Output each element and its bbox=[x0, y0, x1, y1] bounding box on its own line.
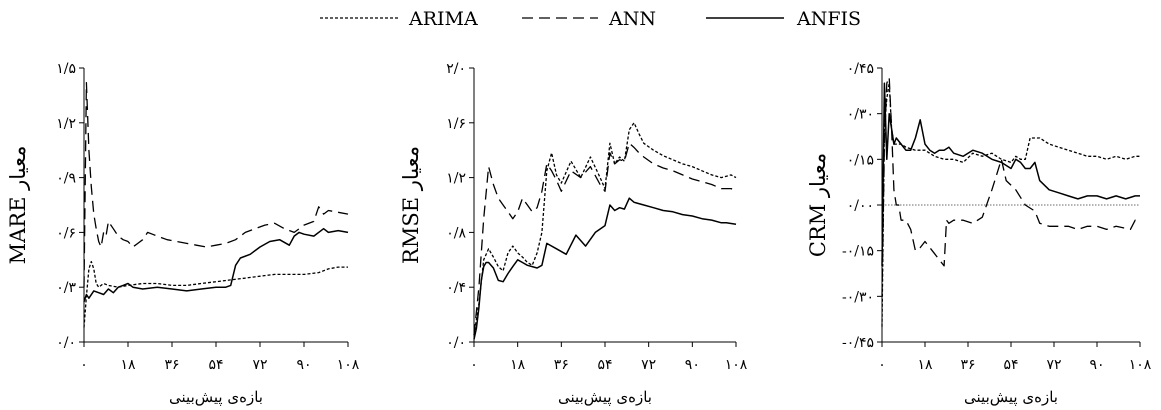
x-tick-label: ۳۶ bbox=[164, 357, 179, 373]
series-anfis-line bbox=[881, 82, 1140, 266]
series-anfis-line bbox=[473, 197, 737, 340]
legend-label-anfis: ANFIS bbox=[796, 8, 861, 30]
y-tick-label: ۰/۰ bbox=[446, 335, 466, 351]
series-ann-line bbox=[83, 81, 349, 288]
series-anfis-line bbox=[83, 227, 349, 303]
series-ann-line bbox=[881, 76, 1141, 297]
x-tick-label: ۹۰ bbox=[685, 357, 700, 373]
x-tick-label: ۱۸ bbox=[917, 357, 933, 373]
y-tick-label: ۰/۳ bbox=[56, 280, 76, 296]
x-axis-label: بازه‌ی پیش‌بینی bbox=[964, 388, 1058, 406]
chart-rmse: ۰/۰ ۰/۴ ۰/۸ ۱/۲ ۱/۶ ۲/۰ ۰ ۱۸ ۳۶ ۵۴ ۷۲ ۹۰ ۱۰۸ RMSE م… bbox=[399, 61, 748, 406]
y-tick-label: ۰/۶ bbox=[56, 225, 76, 241]
legend: ARIMA ANN ANFIS bbox=[320, 8, 861, 30]
x-tick-label: ۱۰۸ bbox=[725, 357, 748, 373]
y-axis-label: MARE معیار bbox=[6, 146, 31, 265]
x-tick-label: ۰ bbox=[878, 357, 886, 373]
x-tick-label: ۱۰۸ bbox=[337, 357, 360, 373]
x-tick-label: ۰ bbox=[470, 357, 478, 373]
y-ticks: -۰/۴۵ -۰/۳۰ -۰/۱۵ ۰/۰۰ ۰/۱۵ ۰/۳۰ ۰/۴۵ bbox=[842, 61, 882, 351]
x-axis-label: بازه‌ی پیش‌بینی bbox=[558, 388, 652, 406]
x-ticks: ۰ ۱۸ ۳۶ ۵۴ ۷۲ ۹۰ ۱۰۸ bbox=[470, 342, 748, 373]
x-tick-label: ۷۲ bbox=[1046, 357, 1061, 373]
x-tick-label: ۹۰ bbox=[1089, 357, 1104, 373]
x-tick-label: ۳۶ bbox=[554, 357, 569, 373]
x-tick-label: ۱۸ bbox=[120, 357, 136, 373]
y-tick-label: ۰/۰ bbox=[56, 335, 76, 351]
x-tick-label: ۵۴ bbox=[208, 357, 223, 373]
y-axis-label: CRM معیار bbox=[806, 153, 831, 257]
y-axis-label: RMSE معیار bbox=[399, 146, 424, 264]
y-tick-label: ۰/۴ bbox=[446, 280, 466, 296]
legend-label-ann: ANN bbox=[608, 8, 656, 30]
chart-crm: -۰/۴۵ -۰/۳۰ -۰/۱۵ ۰/۰۰ ۰/۱۵ ۰/۳۰ ۰/۴۵ ۰ ۱۸ ۳۶ ۵۴ ۷… bbox=[806, 61, 1152, 406]
x-tick-label: ۹۰ bbox=[296, 357, 311, 373]
y-ticks: ۰/۰ ۰/۴ ۰/۸ ۱/۲ ۱/۶ ۲/۰ bbox=[446, 61, 474, 351]
series-lines bbox=[473, 122, 737, 340]
x-ticks: ۰ ۱۸ ۳۶ ۵۴ ۷۲ ۹۰ ۱۰۸ bbox=[80, 342, 360, 373]
series-arima-line bbox=[881, 82, 1140, 327]
series-lines bbox=[83, 81, 349, 328]
y-tick-label: -۰/۴۵ bbox=[842, 335, 874, 351]
y-tick-label: -۰/۱۵ bbox=[842, 244, 874, 260]
y-tick-label: ۰/۰۰ bbox=[847, 198, 874, 214]
x-tick-label: ۱۸ bbox=[510, 357, 526, 373]
x-tick-label: ۵۴ bbox=[1003, 357, 1018, 373]
x-tick-label: ۰ bbox=[80, 357, 88, 373]
series-ann-line bbox=[473, 142, 737, 336]
y-ticks: ۰/۰ ۰/۳ ۰/۶ ۰/۹ ۱/۲ ۱/۵ bbox=[56, 61, 84, 351]
series-lines bbox=[881, 76, 1141, 327]
series-arima-line bbox=[473, 122, 737, 336]
chart-mare: ۰/۰ ۰/۳ ۰/۶ ۰/۹ ۱/۲ ۱/۵ ۰ ۱۸ ۳۶ ۵۴ ۷۲ ۹۰ ۱۰۸ MARE م… bbox=[6, 61, 360, 406]
legend-label-arima: ARIMA bbox=[408, 8, 478, 30]
y-tick-label: ۱/۲ bbox=[446, 171, 466, 187]
y-tick-label: ۰/۹ bbox=[56, 171, 76, 187]
x-tick-label: ۳۶ bbox=[960, 357, 975, 373]
y-tick-label: ۰/۱۵ bbox=[847, 152, 874, 168]
y-tick-label: ۲/۰ bbox=[446, 61, 466, 77]
y-tick-label: ۱/۵ bbox=[56, 61, 76, 77]
y-tick-label: ۱/۲ bbox=[56, 116, 76, 132]
x-ticks: ۰ ۱۸ ۳۶ ۵۴ ۷۲ ۹۰ ۱۰۸ bbox=[878, 342, 1152, 373]
x-tick-label: ۷۲ bbox=[252, 357, 267, 373]
x-tick-label: ۵۴ bbox=[597, 357, 612, 373]
x-axis-label: بازه‌ی پیش‌بینی bbox=[169, 388, 263, 406]
y-tick-label: ۱/۶ bbox=[446, 116, 466, 132]
y-tick-label: ۰/۸ bbox=[446, 225, 466, 241]
y-tick-label: ۰/۳۰ bbox=[847, 107, 874, 123]
y-tick-label: ۰/۴۵ bbox=[847, 61, 874, 77]
x-tick-label: ۷۲ bbox=[641, 357, 656, 373]
y-tick-label: -۰/۳۰ bbox=[842, 289, 874, 305]
x-tick-label: ۱۰۸ bbox=[1129, 357, 1152, 373]
series-arima-line bbox=[83, 260, 348, 328]
